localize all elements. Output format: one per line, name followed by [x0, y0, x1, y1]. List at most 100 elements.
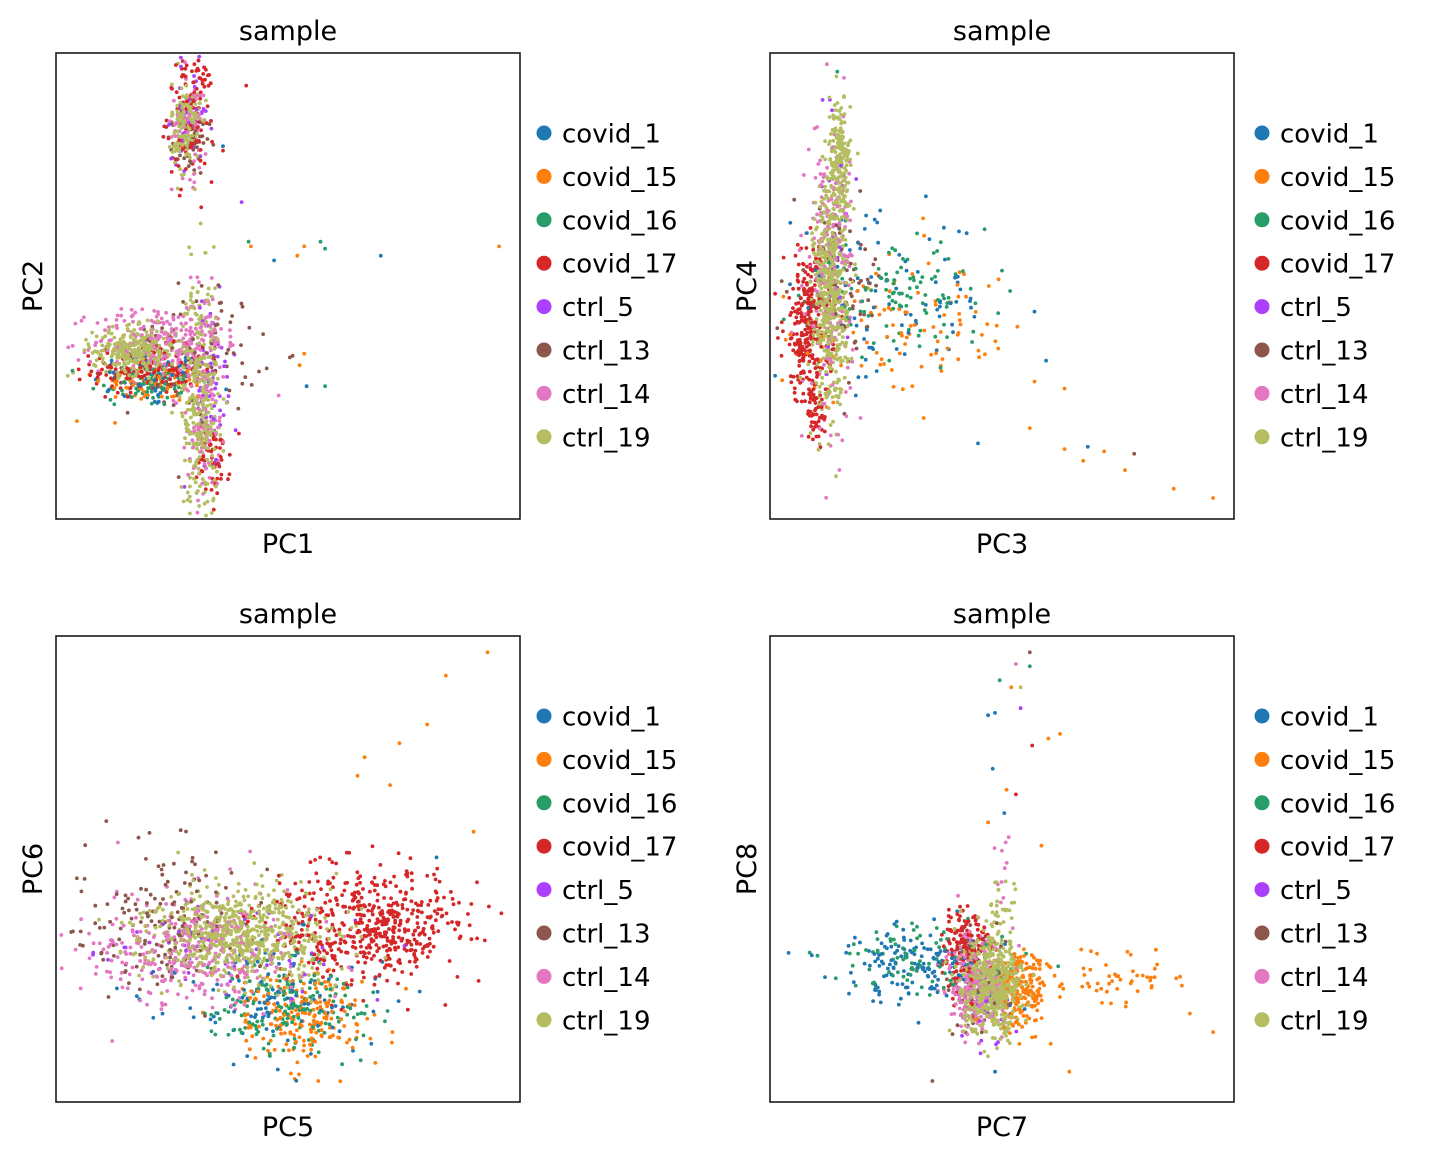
data-point-ctrl-19 — [203, 428, 208, 433]
data-point-covid-15 — [288, 1071, 293, 1076]
data-point-covid-17 — [809, 274, 813, 279]
data-point-covid-17 — [277, 873, 281, 878]
data-point-ctrl-19 — [262, 906, 266, 911]
data-point-ctrl-19 — [830, 336, 835, 340]
data-point-ctrl-5 — [233, 428, 238, 433]
data-point-covid-16 — [920, 275, 925, 279]
data-point-covid-17 — [397, 923, 402, 928]
data-point-covid-17 — [812, 361, 817, 365]
data-point-ctrl-19 — [185, 490, 190, 495]
data-point-ctrl-19 — [194, 491, 199, 495]
data-point-ctrl-13 — [240, 304, 245, 309]
data-point-ctrl-19 — [117, 361, 122, 366]
data-point-covid-1 — [858, 246, 863, 251]
data-point-ctrl-13 — [117, 937, 122, 942]
data-point-covid-16 — [944, 305, 949, 309]
data-point-ctrl-19 — [831, 419, 835, 424]
data-point-ctrl-14 — [79, 917, 83, 922]
data-point-ctrl-19 — [835, 241, 840, 246]
data-point-covid-17 — [796, 286, 801, 291]
data-point-ctrl-14 — [193, 93, 198, 98]
data-point-covid-16 — [340, 1062, 344, 1067]
data-point-covid-1 — [265, 1010, 270, 1015]
data-point-ctrl-14 — [840, 438, 845, 443]
data-point-ctrl-19 — [818, 368, 823, 373]
data-point-ctrl-19 — [149, 380, 154, 385]
data-point-ctrl-19 — [282, 942, 287, 946]
data-point-ctrl-19 — [178, 113, 182, 118]
data-point-ctrl-19 — [349, 925, 354, 930]
data-point-ctrl-13 — [243, 375, 248, 379]
data-point-ctrl-14 — [59, 933, 64, 937]
data-point-covid-17 — [815, 375, 819, 379]
data-point-ctrl-13 — [203, 1014, 207, 1018]
data-point-covid-17 — [814, 423, 819, 428]
data-point-covid-1 — [958, 287, 963, 292]
data-point-covid-16 — [891, 339, 896, 343]
data-point-ctrl-13 — [215, 322, 220, 327]
data-point-ctrl-19 — [817, 283, 822, 288]
data-point-ctrl-5 — [200, 299, 204, 304]
data-point-covid-16 — [91, 386, 96, 391]
data-point-covid-1 — [887, 302, 891, 307]
data-point-covid-16 — [945, 301, 950, 305]
data-point-ctrl-13 — [265, 867, 270, 872]
data-point-ctrl-14 — [169, 330, 174, 334]
data-point-ctrl-19 — [175, 109, 180, 113]
data-point-covid-16 — [222, 1008, 227, 1012]
data-point-covid-16 — [907, 286, 912, 291]
data-point-ctrl-19 — [149, 328, 153, 333]
data-point-ctrl-19 — [190, 133, 195, 138]
legend-marker — [1254, 255, 1270, 271]
data-point-ctrl-19 — [827, 142, 831, 147]
data-point-covid-1 — [969, 305, 973, 310]
data-point-covid-1 — [255, 1007, 260, 1011]
data-point-covid-17 — [184, 99, 189, 104]
data-point-ctrl-13 — [155, 383, 160, 387]
data-point-covid-17 — [408, 856, 413, 861]
data-point-ctrl-19 — [129, 330, 134, 334]
data-point-covid-16 — [905, 294, 910, 298]
data-point-covid-17 — [190, 69, 194, 74]
data-point-ctrl-5 — [214, 381, 219, 386]
data-point-ctrl-13 — [156, 864, 161, 869]
data-point-covid-15 — [96, 379, 100, 383]
data-point-ctrl-19 — [205, 457, 210, 462]
data-point-ctrl-14 — [172, 98, 176, 103]
data-point-covid-17 — [799, 296, 803, 301]
data-point-covid-15 — [891, 384, 896, 389]
data-point-covid-17 — [338, 941, 343, 946]
data-point-ctrl-19 — [195, 365, 199, 370]
data-point-ctrl-14 — [213, 328, 218, 333]
data-point-ctrl-19 — [822, 210, 826, 215]
data-point-ctrl-14 — [82, 315, 86, 320]
data-point-covid-17 — [335, 902, 340, 907]
data-point-ctrl-13 — [230, 314, 235, 318]
data-point-ctrl-14 — [213, 342, 217, 347]
data-point-covid-17 — [808, 409, 813, 414]
data-point-ctrl-19 — [812, 241, 817, 246]
data-point-covid-16 — [945, 335, 949, 339]
data-point-ctrl-14 — [173, 922, 178, 926]
data-point-ctrl-19 — [65, 373, 70, 378]
data-point-ctrl-14 — [189, 384, 194, 388]
data-point-covid-17 — [410, 878, 414, 883]
data-point-ctrl-14 — [203, 989, 207, 993]
data-point-ctrl-19 — [832, 356, 837, 361]
data-point-ctrl-19 — [184, 441, 189, 446]
data-point-covid-15 — [342, 1009, 347, 1014]
data-point-covid-17 — [169, 170, 174, 174]
data-point-ctrl-5 — [223, 359, 227, 364]
data-point-ctrl-19 — [840, 130, 844, 135]
data-point-covid-1 — [972, 314, 977, 319]
legend: covid_1covid_15covid_16covid_17ctrl_5ctr… — [536, 120, 677, 453]
data-point-covid-1 — [188, 1006, 193, 1010]
data-point-covid-17 — [209, 180, 214, 185]
data-point-ctrl-14 — [184, 321, 188, 326]
data-point-ctrl-19 — [209, 382, 213, 387]
data-point-covid-17 — [368, 932, 372, 937]
data-point-ctrl-19 — [92, 349, 97, 354]
data-point-covid-17 — [434, 918, 438, 923]
data-point-covid-17 — [297, 896, 302, 901]
data-point-covid-17 — [370, 912, 375, 917]
